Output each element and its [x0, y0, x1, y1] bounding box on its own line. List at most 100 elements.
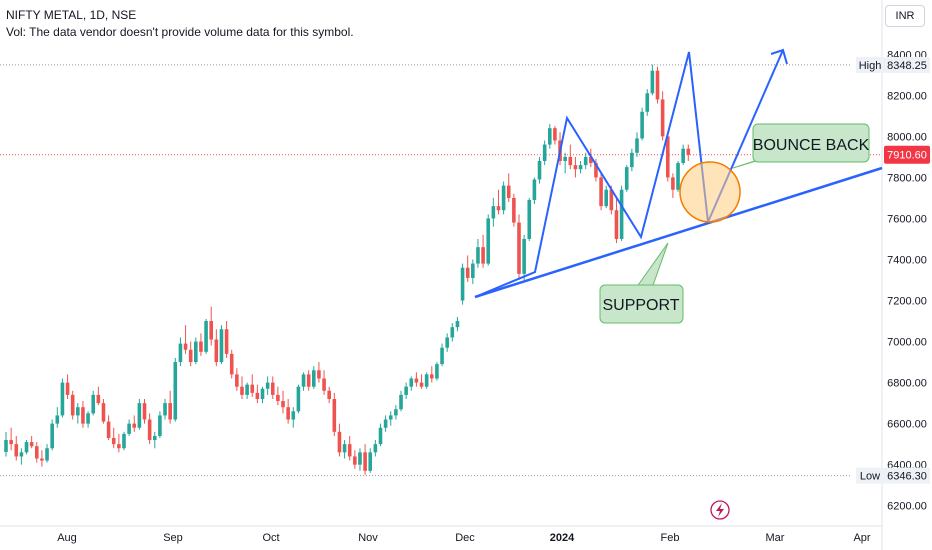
candle-body — [173, 362, 178, 420]
candle-body — [676, 163, 680, 190]
candle-body — [286, 407, 290, 420]
candle-body — [224, 329, 229, 354]
candle-body — [204, 321, 208, 352]
candle-body — [399, 394, 403, 410]
symbol-title: NIFTY METAL, 1D, NSE — [6, 8, 137, 22]
candle-body — [265, 382, 270, 389]
candle-body — [394, 409, 398, 416]
candle-body — [76, 407, 80, 416]
candle-body — [245, 384, 249, 395]
last-price-badge — [884, 145, 930, 164]
y-tick-label: 7200.00 — [887, 296, 927, 308]
high-label: High — [859, 60, 882, 72]
y-tick-label: 8000.00 — [887, 131, 927, 143]
candle-body — [368, 452, 373, 471]
candle-body — [686, 148, 691, 155]
candle-body — [260, 388, 265, 399]
lightning-bolt-icon[interactable] — [710, 500, 730, 520]
candle-body — [512, 197, 516, 223]
candle-body — [199, 341, 203, 352]
y-tick-label: 7600.00 — [887, 213, 927, 225]
x-tick-label: 2024 — [550, 532, 575, 544]
candle-body — [681, 148, 685, 164]
candle-body — [168, 403, 172, 420]
candle-body — [86, 413, 90, 424]
candle-body — [296, 386, 301, 412]
candle-body — [327, 390, 331, 399]
candle-body — [142, 403, 147, 420]
candle-body — [440, 347, 444, 365]
projection-arrow-head — [770, 48, 788, 65]
y-tick-label: 7000.00 — [887, 337, 927, 349]
candle-body — [409, 378, 414, 387]
candle-body — [65, 382, 70, 395]
candle-body — [40, 458, 44, 461]
candle-body — [455, 321, 460, 328]
x-tick-label: Apr — [853, 532, 870, 544]
bounce-callout-box — [752, 123, 870, 163]
candle-body — [270, 382, 275, 395]
candle-body — [624, 167, 629, 190]
candle-body — [553, 128, 557, 141]
candle-body — [363, 452, 367, 471]
candle-body — [506, 185, 511, 198]
y-tick-label: 6200.00 — [887, 501, 927, 513]
candle-body — [250, 384, 255, 393]
x-tick-label: Dec — [455, 532, 475, 544]
candle-body — [209, 321, 213, 340]
candle-body — [532, 179, 537, 200]
support-trendline — [474, 166, 883, 299]
candle-body — [229, 353, 234, 375]
candle-body — [573, 165, 578, 170]
candle-body — [404, 386, 408, 395]
candle-body — [14, 444, 19, 457]
candle-body — [522, 238, 526, 274]
candle-body — [4, 440, 8, 452]
candle-body — [219, 329, 224, 363]
candle-body — [665, 136, 670, 178]
candle-body — [671, 177, 675, 190]
candle-body — [137, 403, 142, 428]
candle-body — [122, 433, 126, 449]
candle-body — [429, 374, 434, 379]
y-tick-label: 8200.00 — [887, 90, 927, 102]
candle-body — [235, 374, 239, 387]
candle-body — [655, 70, 660, 100]
candle-body — [660, 99, 665, 137]
candle-body — [178, 343, 183, 363]
high-label-bg — [856, 56, 884, 73]
currency-button[interactable]: INR — [885, 5, 925, 27]
candle-body — [496, 206, 501, 211]
candle-body — [152, 435, 157, 441]
candle-body — [276, 394, 280, 402]
candle-body — [50, 423, 54, 449]
candle-body — [640, 111, 644, 139]
y-tick-label: 6600.00 — [887, 419, 927, 431]
low-value: 6346.30 — [887, 471, 927, 483]
low-value-bg — [884, 467, 930, 484]
candle-body — [70, 394, 75, 416]
candle-body — [614, 210, 619, 239]
candle-body — [214, 339, 219, 363]
candle-body — [609, 189, 614, 211]
candle-body — [388, 415, 393, 420]
x-tick-label: Oct — [262, 532, 279, 544]
candle-body — [194, 341, 198, 363]
candle-body — [358, 452, 362, 465]
candle-body — [419, 382, 424, 387]
y-tick-label: 6800.00 — [887, 378, 927, 390]
y-tick-label: 7800.00 — [887, 172, 927, 184]
candle-body — [281, 401, 285, 408]
candle-body — [568, 156, 573, 166]
candle-body — [332, 399, 337, 432]
candle-body — [9, 440, 13, 445]
candle-body — [117, 444, 121, 449]
candle-body — [163, 403, 167, 416]
candle-body — [188, 349, 193, 363]
x-tick-label: Mar — [766, 532, 785, 544]
x-tick-label: Nov — [358, 532, 378, 544]
candle-body — [445, 337, 449, 348]
candle-body — [132, 423, 137, 428]
volume-note: Vol: The data vendor doesn't provide vol… — [6, 25, 354, 39]
